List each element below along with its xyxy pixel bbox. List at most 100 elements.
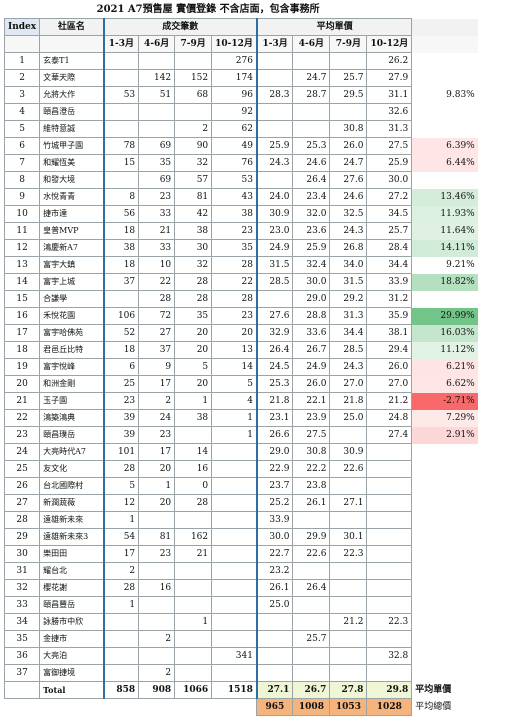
volume-cell[interactable]: 33 — [138, 205, 176, 223]
price-cell[interactable]: 23.7 — [255, 477, 294, 495]
price-cell[interactable]: 32.6 — [366, 103, 413, 121]
price-cell[interactable]: 21.2 — [366, 392, 413, 410]
volume-cell[interactable]: 38 — [211, 205, 258, 223]
price-cell[interactable]: 30.0 — [366, 171, 413, 189]
volume-cell[interactable]: 2 — [174, 120, 213, 138]
volume-cell[interactable]: 276 — [211, 52, 258, 70]
price-cell[interactable]: 31.5 — [329, 273, 368, 291]
growth-cell[interactable] — [411, 171, 478, 189]
quarter-header[interactable]: 10-12月 — [211, 35, 258, 53]
volume-cell[interactable] — [211, 443, 258, 461]
price-cell[interactable]: 26.4 — [292, 171, 331, 189]
growth-cell[interactable] — [411, 528, 478, 546]
row-name[interactable]: 允將大作 — [39, 86, 105, 104]
volume-cell[interactable] — [138, 647, 176, 665]
row-index[interactable]: 13 — [3, 256, 41, 274]
volume-cell[interactable]: 69 — [138, 137, 176, 155]
volume-cell[interactable]: 49 — [211, 137, 258, 155]
row-name[interactable]: 富宇上城 — [39, 273, 105, 291]
price-cell[interactable]: 24.5 — [255, 358, 294, 376]
price-cell[interactable]: 25.0 — [255, 596, 294, 614]
volume-cell[interactable]: 5 — [174, 358, 213, 376]
volume-cell[interactable]: 20 — [138, 460, 176, 478]
price-cell[interactable] — [292, 647, 331, 665]
total-price[interactable]: 27.8 — [329, 681, 368, 699]
volume-cell[interactable]: 23 — [102, 392, 140, 410]
row-index[interactable]: 16 — [3, 307, 41, 325]
price-cell[interactable]: 26.0 — [329, 137, 368, 155]
volume-cell[interactable]: 37 — [138, 341, 176, 359]
price-cell[interactable]: 21.8 — [329, 392, 368, 410]
volume-cell[interactable]: 24 — [138, 409, 176, 427]
volume-cell[interactable]: 42 — [174, 205, 213, 223]
total-label[interactable]: Total — [39, 681, 105, 699]
price-cell[interactable]: 23.2 — [255, 562, 294, 580]
row-name[interactable]: 禾悅花園 — [39, 307, 105, 325]
volume-cell[interactable]: 341 — [211, 647, 258, 665]
row-name[interactable]: 大亮泊 — [39, 647, 105, 665]
price-cell[interactable] — [366, 579, 413, 597]
price-cell[interactable] — [292, 103, 331, 121]
price-cell[interactable]: 28.4 — [366, 239, 413, 257]
row-index[interactable]: 21 — [3, 392, 41, 410]
growth-cell[interactable] — [411, 477, 478, 495]
price-cell[interactable] — [255, 69, 294, 87]
price-cell[interactable] — [255, 630, 294, 648]
total-avg-price[interactable]: 965 — [256, 698, 294, 716]
volume-cell[interactable]: 68 — [174, 86, 213, 104]
price-cell[interactable]: 24.6 — [292, 154, 331, 172]
price-cell[interactable]: 24.3 — [329, 358, 368, 376]
price-cell[interactable]: 34.0 — [329, 256, 368, 274]
volume-cell[interactable]: 1 — [102, 511, 140, 529]
volume-cell[interactable]: 5 — [211, 375, 258, 393]
row-name[interactable]: 鴻慶新A7 — [39, 239, 105, 257]
total-avg-price[interactable]: 1053 — [329, 698, 368, 716]
volume-cell[interactable]: 69 — [138, 171, 176, 189]
volume-cell[interactable]: 32 — [174, 256, 213, 274]
price-cell[interactable]: 29.5 — [329, 86, 368, 104]
price-cell[interactable] — [292, 596, 331, 614]
volume-cell[interactable]: 22 — [138, 273, 176, 291]
volume-cell[interactable]: 51 — [138, 86, 176, 104]
row-name[interactable]: 台北國際村 — [39, 477, 105, 495]
quarter-header[interactable]: 1-3月 — [102, 35, 140, 53]
row-index[interactable]: 5 — [3, 120, 41, 138]
price-cell[interactable] — [292, 562, 331, 580]
volume-cell[interactable]: 14 — [174, 443, 213, 461]
volume-cell[interactable] — [211, 511, 258, 529]
growth-cell[interactable]: 9.83% — [411, 86, 478, 104]
volume-cell[interactable] — [102, 630, 140, 648]
growth-cell[interactable] — [411, 460, 478, 478]
growth-cell[interactable]: 6.39% — [411, 137, 478, 155]
volume-cell[interactable]: 96 — [211, 86, 258, 104]
price-cell[interactable] — [292, 613, 331, 631]
volume-cell[interactable]: 13 — [211, 341, 258, 359]
row-name[interactable]: 捷市達 — [39, 205, 105, 223]
volume-cell[interactable]: 20 — [174, 341, 213, 359]
volume-cell[interactable] — [174, 630, 213, 648]
volume-cell[interactable]: 38 — [174, 222, 213, 240]
price-cell[interactable]: 34.5 — [366, 205, 413, 223]
volume-cell[interactable] — [102, 120, 140, 138]
volume-cell[interactable]: 18 — [102, 341, 140, 359]
volume-cell[interactable] — [138, 52, 176, 70]
price-cell[interactable] — [255, 120, 294, 138]
volume-cell[interactable]: 28 — [211, 290, 258, 308]
price-cell[interactable]: 23.8 — [292, 477, 331, 495]
volume-cell[interactable] — [138, 511, 176, 529]
row-name[interactable]: 和洲金剛 — [39, 375, 105, 393]
total-volume[interactable]: 1066 — [174, 681, 213, 699]
total-price[interactable]: 29.8 — [366, 681, 413, 699]
price-cell[interactable]: 33.9 — [366, 273, 413, 291]
price-cell[interactable]: 26.6 — [255, 426, 294, 444]
volume-cell[interactable] — [138, 103, 176, 121]
price-cell[interactable] — [292, 120, 331, 138]
price-cell[interactable]: 22.7 — [255, 545, 294, 563]
growth-cell[interactable]: 6.44% — [411, 154, 478, 172]
price-cell[interactable]: 24.3 — [255, 154, 294, 172]
price-cell[interactable] — [329, 562, 368, 580]
price-cell[interactable]: 31.3 — [329, 307, 368, 325]
volume-cell[interactable] — [174, 103, 213, 121]
row-index[interactable]: 25 — [3, 460, 41, 478]
total-volume[interactable]: 858 — [102, 681, 140, 699]
